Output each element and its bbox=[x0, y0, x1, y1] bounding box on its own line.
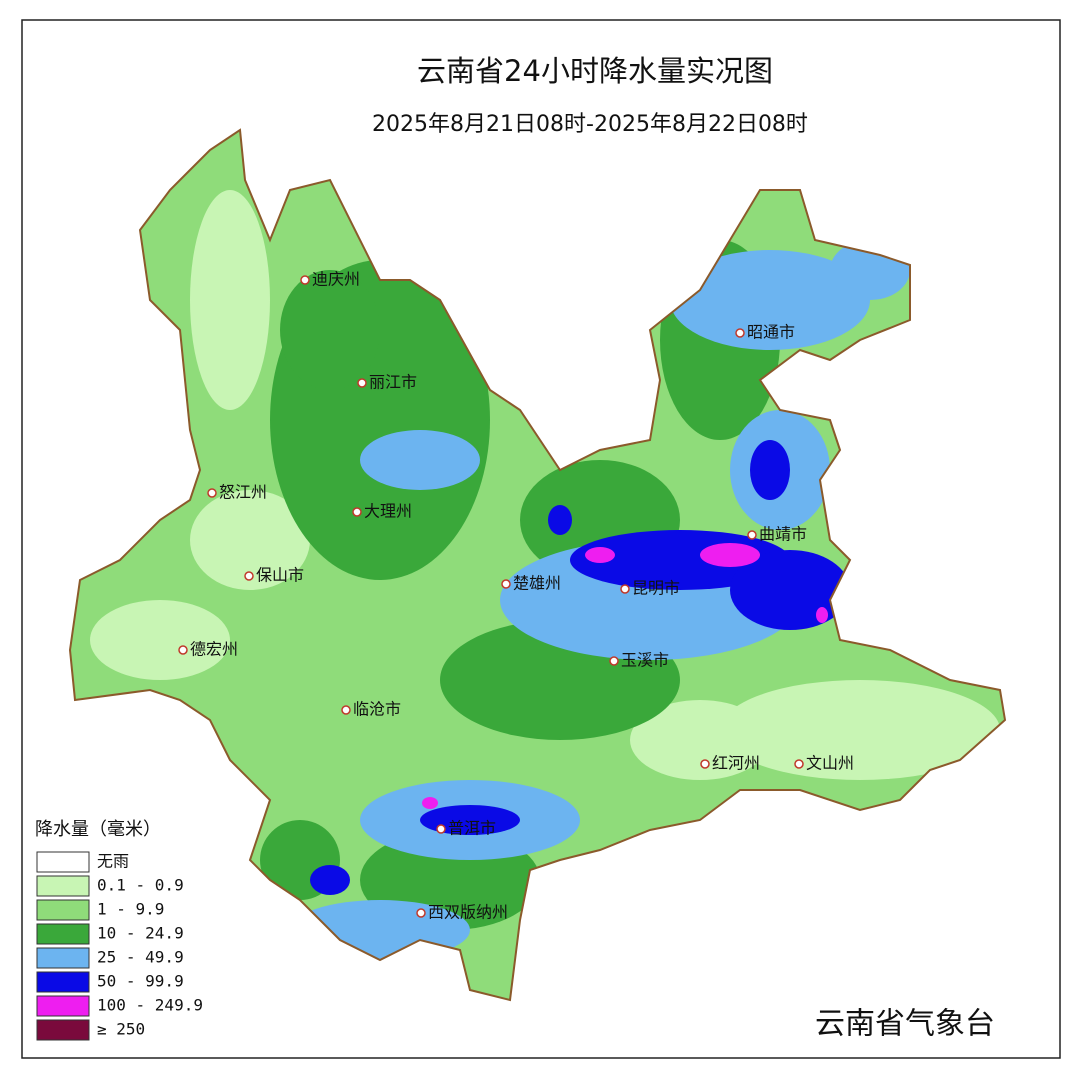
legend-swatch bbox=[36, 1019, 90, 1041]
city-label: 玉溪市 bbox=[621, 651, 669, 670]
city-label: 怒江州 bbox=[219, 483, 267, 502]
city-marker bbox=[207, 488, 217, 498]
city-label: 大理州 bbox=[364, 502, 412, 521]
legend-label: 10 - 24.9 bbox=[97, 924, 184, 943]
legend-label: 100 - 249.9 bbox=[97, 996, 203, 1015]
city-marker bbox=[341, 705, 351, 715]
legend-swatch bbox=[36, 899, 90, 921]
rain-area bbox=[750, 440, 790, 500]
city-marker bbox=[501, 579, 511, 589]
city-marker bbox=[244, 571, 254, 581]
city-marker bbox=[700, 759, 710, 769]
rain-area bbox=[90, 600, 230, 680]
rain-area bbox=[190, 190, 270, 410]
rain-area bbox=[700, 543, 760, 567]
city-marker bbox=[620, 584, 630, 594]
city-label: 昆明市 bbox=[632, 579, 680, 598]
legend-swatch bbox=[36, 851, 90, 873]
city-marker bbox=[300, 275, 310, 285]
legend: 无雨 0.1 - 0.9 1 - 9.9 10 - 24.9 25 - 49.9 50 -… bbox=[36, 851, 203, 1041]
city-label: 丽江市 bbox=[369, 373, 417, 392]
legend-label: 0.1 - 0.9 bbox=[97, 876, 184, 895]
city-marker bbox=[416, 908, 426, 918]
rain-area bbox=[190, 490, 310, 590]
title: 云南省24小时降水量实况图 bbox=[417, 54, 773, 88]
legend-swatch bbox=[36, 923, 90, 945]
city-label: 文山州 bbox=[806, 754, 854, 773]
legend-title: 降水量（毫米） bbox=[35, 819, 161, 840]
city-marker bbox=[357, 378, 367, 388]
rain-areas bbox=[90, 190, 1000, 960]
legend-label: 1 - 9.9 bbox=[97, 900, 164, 919]
rain-area bbox=[585, 547, 615, 563]
source: 云南省气象台 bbox=[815, 1007, 995, 1042]
legend-label: 25 - 49.9 bbox=[97, 948, 184, 967]
city-label: 临沧市 bbox=[353, 700, 401, 719]
city-label: 红河州 bbox=[712, 754, 760, 773]
legend-swatch bbox=[36, 947, 90, 969]
rain-area bbox=[816, 607, 828, 623]
city-label: 保山市 bbox=[256, 566, 304, 585]
rain-area bbox=[422, 797, 438, 809]
city-label: 西双版纳州 bbox=[428, 903, 508, 922]
city-label: 普洱市 bbox=[448, 819, 496, 838]
city-label: 曲靖市 bbox=[759, 525, 807, 544]
province-map bbox=[68, 128, 1007, 1002]
city-marker bbox=[735, 328, 745, 338]
city-marker bbox=[609, 656, 619, 666]
city-marker bbox=[436, 824, 446, 834]
legend-label: ≥ 250 bbox=[97, 1020, 145, 1039]
city-label: 德宏州 bbox=[190, 640, 238, 659]
rain-area bbox=[670, 250, 870, 350]
city-marker bbox=[794, 759, 804, 769]
legend-swatch bbox=[36, 875, 90, 897]
city-marker bbox=[747, 530, 757, 540]
rain-area bbox=[548, 505, 572, 535]
city-label: 迪庆州 bbox=[312, 270, 360, 289]
rain-area bbox=[280, 270, 380, 390]
province-border bbox=[68, 128, 1007, 1002]
city-label: 昭通市 bbox=[747, 323, 795, 342]
city-label: 楚雄州 bbox=[513, 574, 561, 593]
city-marker bbox=[178, 645, 188, 655]
rain-area bbox=[310, 865, 350, 895]
legend-label: 50 - 99.9 bbox=[97, 972, 184, 991]
legend-swatch bbox=[36, 995, 90, 1017]
rain-area bbox=[720, 680, 1000, 780]
legend-swatch bbox=[36, 971, 90, 993]
subtitle: 2025年8月21日08时-2025年8月22日08时 bbox=[372, 112, 808, 137]
city-marker bbox=[352, 507, 362, 517]
legend-label: 无雨 bbox=[97, 852, 129, 871]
rain-area bbox=[360, 430, 480, 490]
rain-area bbox=[630, 700, 770, 780]
